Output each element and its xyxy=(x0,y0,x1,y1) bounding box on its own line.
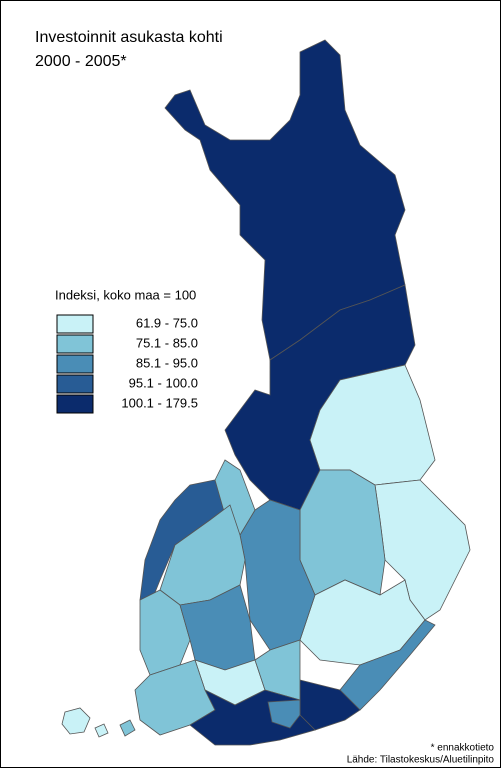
region xyxy=(299,469,386,596)
footnote: * ennakkotieto xyxy=(431,743,495,754)
legend-label: 75.1 - 85.0 xyxy=(136,335,198,350)
legend-swatch xyxy=(56,394,94,414)
legend-label: 100.1 - 179.5 xyxy=(121,395,198,410)
source: Lähde: Tilastokeskus/Aluetilinpito xyxy=(347,755,495,766)
legend-label: 95.1 - 100.0 xyxy=(129,375,198,390)
legend-swatch xyxy=(56,334,94,354)
map-title-line: Investoinnit asukasta kohti xyxy=(35,29,223,46)
region xyxy=(61,707,91,735)
legend-swatch xyxy=(56,374,94,394)
legend-title: Indeksi, koko maa = 100 xyxy=(55,287,196,302)
region-layer xyxy=(61,39,471,746)
legend: 61.9 - 75.0 75.1 - 85.0 85.1 - 95.0 95.1 - … xyxy=(56,314,198,414)
legend-swatch xyxy=(56,354,94,374)
legend-label: 61.9 - 75.0 xyxy=(136,315,198,330)
region xyxy=(139,589,191,676)
region xyxy=(267,699,301,729)
legend-label: 85.1 - 95.0 xyxy=(136,355,198,370)
region xyxy=(94,723,109,738)
region xyxy=(119,719,136,737)
legend-swatch xyxy=(56,314,94,334)
region xyxy=(164,39,406,361)
map-title-line: 2000 - 2005* xyxy=(35,53,127,70)
